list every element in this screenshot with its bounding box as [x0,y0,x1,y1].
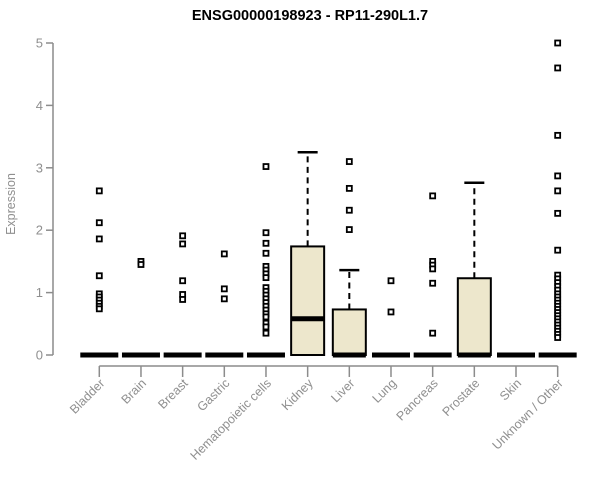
y-axis-tick-label: 4 [36,98,43,113]
outlier-point [554,172,562,180]
outlier-point [429,279,437,287]
outlier-point [429,265,437,273]
outlier-point [262,163,270,170]
outlier-point [95,187,103,195]
box [290,245,326,356]
collapsed-box [246,352,285,358]
x-axis-tick-label: Breast [155,376,191,412]
outlier-point [95,219,103,227]
outlier-point [220,295,228,303]
collapsed-box [371,352,410,358]
outlier-point [554,131,562,139]
collapsed-box [497,352,535,358]
outlier-point [387,308,395,316]
x-axis-tick-label: Prostate [440,376,483,419]
box [331,308,367,356]
x-axis-tick-label: Liver [328,376,357,405]
x-axis-tick-label: Pancreas [394,376,441,423]
x-axis-tick-label: Skin [497,376,524,403]
outlier-point [345,184,353,192]
collapsed-box [121,352,160,358]
outlier-point [179,277,187,285]
x-axis-tick-label: Hematopoietic cells [188,376,275,463]
outlier-point [429,192,437,200]
outlier-point [262,249,270,257]
outlier-point [179,296,187,303]
outlier-point [554,187,562,195]
outlier-point [262,313,270,321]
box [456,277,492,356]
outlier-point [262,329,270,337]
outlier-point [429,329,437,337]
x-axis-tick-label: Unknown / Other [490,376,566,452]
collapsed-box [205,352,244,358]
chart-title: ENSG00000198923 - RP11-290L1.7 [191,8,429,24]
x-axis-tick-label: Gastric [195,376,233,414]
outlier-point [554,39,562,47]
outlier-point [95,235,103,243]
outlier-point [262,239,270,247]
outlier-point [554,334,562,341]
collapsed-box [538,352,577,358]
y-axis-tick-label: 5 [36,36,43,51]
outlier-point [345,226,353,233]
outlier-point [220,285,228,293]
x-axis-tick-label: Lung [370,376,400,406]
collapsed-box [163,352,202,358]
y-axis-tick-label: 2 [36,223,43,238]
x-axis-tick-label: Bladder [67,376,107,416]
outlier-point [262,274,270,282]
outlier-point [345,158,353,165]
outlier-point [95,272,103,280]
x-axis-tick-label: Brain [119,376,150,407]
outlier-point [554,64,562,72]
outlier-point [262,229,270,237]
outlier-point [554,209,562,217]
outlier-point [137,261,145,268]
y-axis-tick-label: 1 [36,285,43,300]
collapsed-box [413,352,452,358]
outlier-point [220,250,228,258]
y-axis-tick-label: 0 [36,348,43,363]
outlier-point [387,277,395,285]
y-axis-tick-label: 3 [36,160,43,175]
outlier-point [554,246,562,254]
outlier-point [179,232,187,240]
outlier-point [179,240,187,248]
outlier-point [262,323,270,331]
x-axis-tick-label: Kidney [279,376,316,413]
outlier-point [95,305,103,313]
outlier-point [345,206,353,214]
collapsed-box [80,352,119,358]
